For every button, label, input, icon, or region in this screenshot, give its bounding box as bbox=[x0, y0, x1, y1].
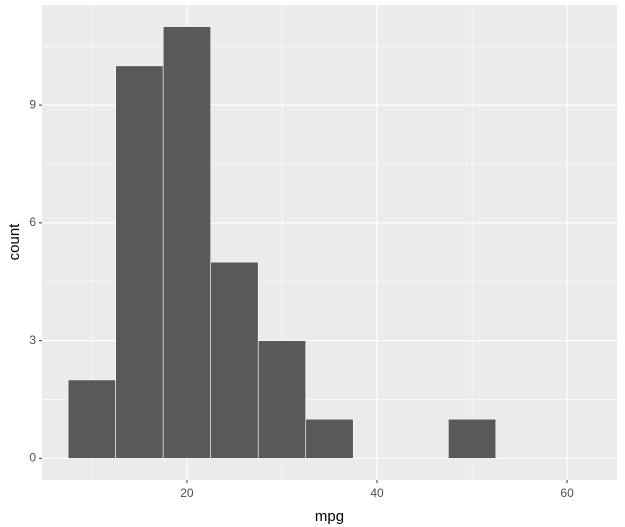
bar bbox=[115, 65, 164, 459]
x-tick-label: 20 bbox=[180, 486, 194, 500]
y-tick-label: 0 bbox=[29, 451, 36, 465]
bar bbox=[305, 418, 354, 459]
x-axis-title: mpg bbox=[315, 508, 344, 525]
bar bbox=[162, 26, 211, 459]
bar bbox=[210, 261, 259, 459]
bar bbox=[257, 340, 307, 459]
y-tick-label: 6 bbox=[29, 215, 36, 229]
x-tick-label: 40 bbox=[370, 486, 384, 500]
x-tick-label: 60 bbox=[560, 486, 574, 500]
bar bbox=[67, 379, 116, 459]
bar bbox=[448, 418, 497, 459]
y-tick-label: 9 bbox=[29, 97, 36, 111]
y-tick-label: 3 bbox=[29, 333, 36, 347]
y-axis-title: count bbox=[6, 223, 23, 261]
